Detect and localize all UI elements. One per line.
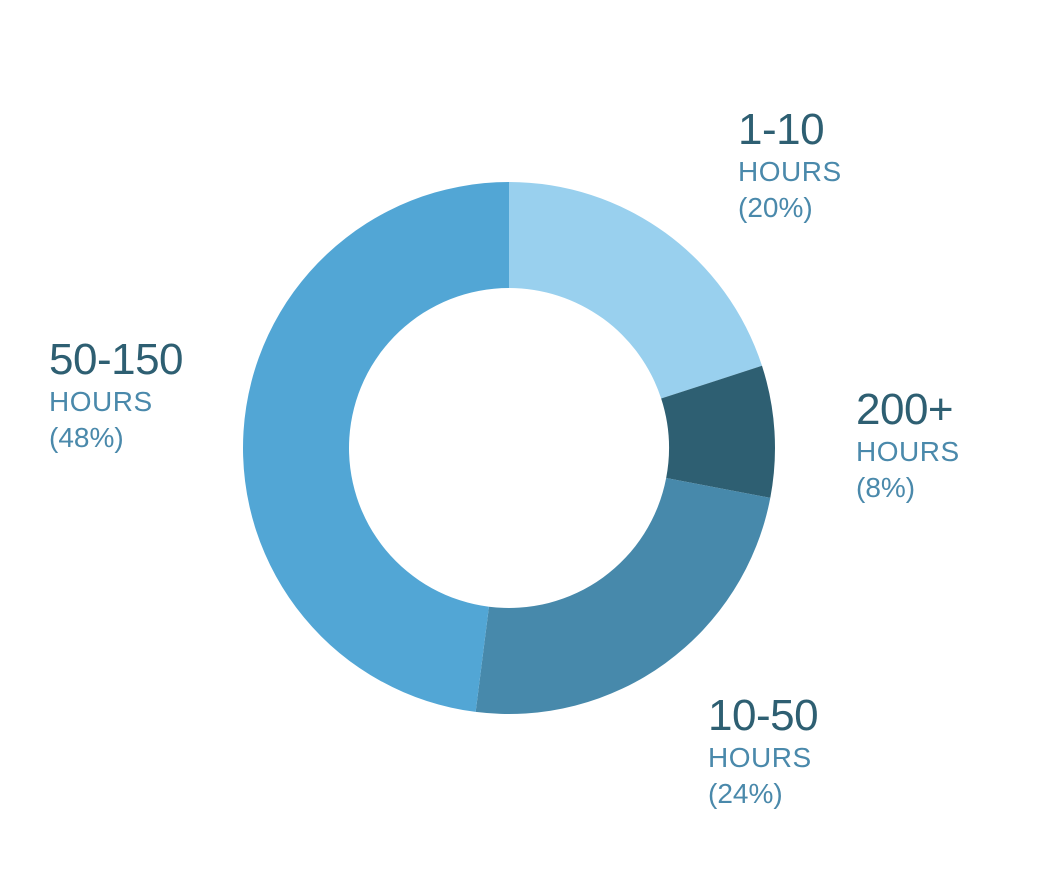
slice-range: 1-10 — [738, 105, 825, 154]
slice-label-1-10: 1-10 HOURS (20%) — [738, 108, 842, 222]
slice-percent: (24%) — [708, 778, 783, 809]
slice-unit: HOURS — [49, 386, 153, 417]
slice-percent: (48%) — [49, 422, 124, 453]
slice-percent: (8%) — [856, 472, 916, 503]
donut-slice-10-50 — [475, 477, 771, 714]
slice-percent: (20%) — [738, 192, 813, 223]
slice-range: 10-50 — [708, 691, 819, 740]
slice-label-200-plus: 200+ HOURS (8%) — [856, 388, 960, 502]
slice-unit: HOURS — [856, 436, 960, 467]
slice-unit: HOURS — [738, 156, 842, 187]
slice-range: 50-150 — [49, 335, 184, 384]
slice-label-50-150: 50-150 HOURS (48%) — [49, 335, 184, 453]
slice-unit: HOURS — [708, 742, 812, 773]
donut-slice-50-150 — [242, 182, 510, 712]
slice-label-10-50: 10-50 HOURS (24%) — [708, 691, 819, 809]
donut-slice-200-plus — [661, 365, 775, 498]
slice-range: 200+ — [856, 385, 954, 434]
donut-slice-1-10 — [509, 182, 762, 399]
